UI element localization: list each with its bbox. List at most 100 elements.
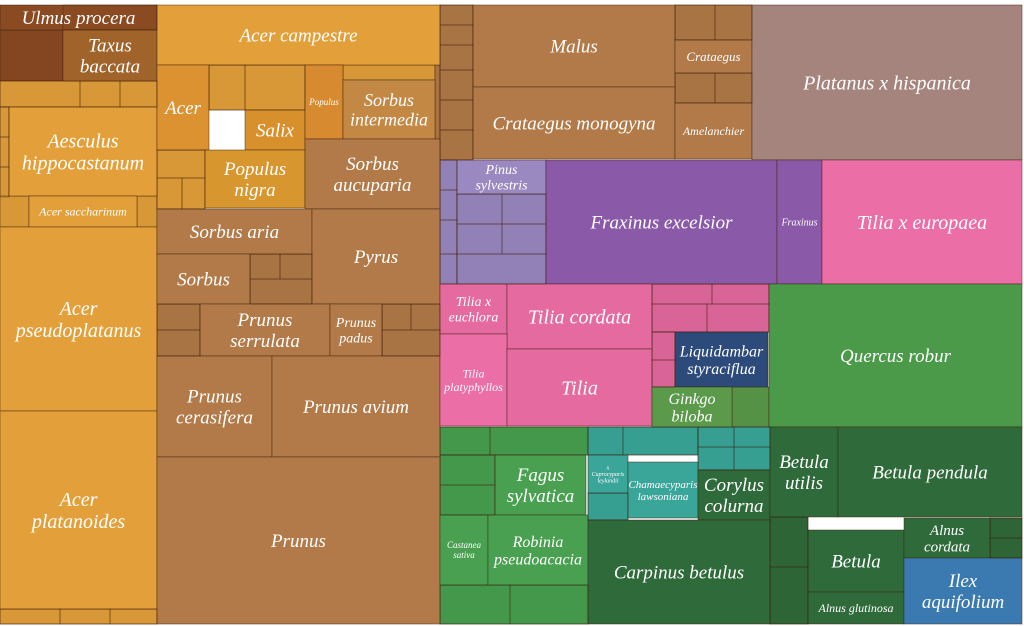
treemap-cell-quercus-robur	[768, 283, 1023, 428]
treemap-label-crataegus-monogyna: Crataegus monogyna	[492, 114, 655, 135]
treemap-label-tilia: Tilia	[561, 378, 598, 400]
treemap-minor-cell	[651, 303, 708, 333]
treemap-label-tilia-x-europaea: Tilia x europaea	[857, 212, 987, 234]
treemap-cell-x-cuprocyparis-leylandii	[587, 454, 629, 494]
treemap-label-robinia-pseudoacacia: Robinia pseudoacacia	[493, 534, 582, 569]
treemap-cell-robinia-pseudoacacia	[487, 514, 589, 586]
treemap-label-platanus-x-hispanica: Platanus x hispanica	[802, 73, 971, 95]
treemap-minor-cell	[0, 80, 81, 108]
treemap-minor-cell	[119, 80, 158, 108]
treemap-minor-cell	[439, 129, 474, 161]
treemap-minor-cell	[244, 64, 306, 111]
treemap-minor-cell	[0, 608, 61, 625]
treemap-label-alnus-cordata: Alnus cordata	[924, 523, 970, 556]
treemap-minor-cell	[587, 492, 629, 521]
treemap-minor-cell	[439, 253, 458, 285]
treemap-minor-cell	[79, 80, 121, 108]
treemap-minor-cell	[651, 283, 713, 305]
treemap-cell-acer-saccharinum	[28, 195, 138, 228]
treemap-minor-cell	[697, 446, 735, 471]
treemap-minor-cell	[714, 72, 753, 104]
treemap-minor-cell	[587, 426, 624, 456]
treemap-minor-cell	[0, 166, 10, 198]
treemap-minor-cell	[0, 106, 10, 138]
treemap-label-betula-utilis: Betula utilis	[779, 452, 829, 494]
treemap-minor-cell	[208, 64, 246, 111]
treemap-region-3	[136, 195, 158, 228]
treemap-region-6	[208, 64, 306, 111]
treemap-cell-betula	[807, 529, 905, 593]
treemap-cell-sorbus-intermedia	[342, 79, 436, 140]
treemap-minor-cell	[109, 608, 158, 625]
treemap-label-aesculus-hippocastanum: Aesculus hippocastanum	[22, 131, 144, 175]
treemap-label-crataegus: Crataegus	[686, 49, 740, 64]
treemap-cell-prunus	[156, 456, 441, 625]
treemap-cell-pinus-sylvestris	[456, 159, 547, 195]
treemap-label-quercus-robur: Quercus robur	[840, 346, 952, 367]
treemap-label-acer-campestre: Acer campestre	[238, 26, 358, 47]
treemap-cell-fraxinus-excelsior	[545, 159, 778, 285]
treemap-label-x-cuprocyparis-leylandii: x Cuprocyparis leylandii	[592, 466, 625, 485]
treemap-cell-corylus-colurna	[697, 469, 771, 521]
treemap-cell-alnus-cordata	[903, 517, 991, 559]
treemap-cell-acer-campestre	[156, 4, 441, 66]
treemap-label-sorbus-aria: Sorbus aria	[190, 222, 279, 243]
treemap-minor-cell	[501, 193, 547, 225]
treemap-label-betula: Betula	[831, 552, 881, 573]
treemap-label-ilex-aquifolium: Ilex aquifolium	[922, 571, 1004, 613]
treemap-cell-crataegus	[674, 39, 753, 74]
treemap-cell-tilia-platyphyllos	[439, 333, 508, 427]
treemap-region-18	[651, 283, 770, 333]
treemap-minor-cell	[62, 4, 158, 31]
treemap-minor-cell	[439, 4, 474, 26]
treemap-label-prunus-avium: Prunus avium	[302, 397, 409, 418]
treemap-label-tilia-cordata: Tilia cordata	[528, 307, 631, 329]
treemap-minor-cell	[674, 4, 716, 41]
treemap-region-4	[0, 195, 30, 228]
treemap-cell-sorbus-aucuparia	[304, 138, 441, 210]
treemap-region-25	[587, 492, 629, 521]
treemap-minor-cell	[156, 149, 206, 179]
treemap-cell-prunus-padus	[329, 303, 383, 357]
treemap-label-taxus-baccata: Taxus baccata	[80, 36, 140, 78]
treemap-cell-ilex-aquifolium	[903, 557, 1023, 625]
treemap-cell-tilia-x-euchlora	[439, 283, 508, 335]
treemap-region-21	[439, 426, 589, 456]
treemap-label-fagus-sylvatica: Fagus sylvatica	[507, 465, 575, 507]
treemap-minor-cell	[381, 329, 441, 357]
treemap-minor-cell	[989, 537, 1023, 559]
treemap-label-pinus-sylvestris: Pinus sylvestris	[475, 163, 528, 193]
treemap-label-acer-platanoides: Acer platanoides	[30, 489, 126, 533]
treemap-label-sorbus: Sorbus	[177, 270, 230, 291]
treemap-cell-prunus-cerasifera	[156, 355, 273, 458]
treemap-label-tilia-x-euchlora: Tilia x euchlora	[449, 295, 499, 325]
treemap-cell-betula-pendula	[837, 426, 1023, 518]
treemap-label-prunus-serrulata: Prunus serrulata	[230, 310, 300, 352]
treemap-label-acer-saccharinum: Acer saccharinum	[38, 205, 127, 219]
treemap-label-liquidambar-styraciflua: Liquidambar styraciflua	[679, 343, 764, 378]
treemap-label-ginkgo-biloba: Ginkgo biloba	[668, 391, 715, 426]
treemap-region-7	[156, 149, 206, 210]
treemap-minor-cell	[156, 303, 201, 331]
treemap-minor-cell	[410, 303, 441, 331]
treemap-cell-carpinus-betulus	[587, 519, 771, 625]
treemap-cell-prunus-serrulata	[199, 303, 331, 357]
treemap-label-carpinus-betulus: Carpinus betulus	[614, 563, 744, 584]
treemap-cell-alnus-glutinosa	[807, 591, 905, 625]
treemap-label-ulmus-procera: Ulmus procera	[22, 8, 136, 29]
treemap-label-tilia-platyphyllos: Tilia platyphyllos	[443, 367, 503, 394]
treemap-minor-cell	[156, 329, 201, 357]
treemap-cell-acer	[156, 64, 210, 151]
treemap-cell-ginkgo-biloba	[651, 386, 733, 428]
treemap-label-acer: Acer	[163, 98, 201, 119]
treemap-cell-tilia-x-europaea	[821, 159, 1023, 285]
treemap-label-sorbus-intermedia: Sorbus intermedia	[350, 90, 428, 130]
treemap-label-malus: Malus	[549, 37, 598, 58]
treemap-minor-cell	[674, 72, 716, 104]
treemap-cell-malus	[472, 4, 676, 88]
treemap-cell-tilia-cordata	[506, 283, 653, 350]
treemap-minor-cell	[279, 253, 313, 280]
treemap-label-sorbus-aucuparia: Sorbus aucuparia	[333, 154, 411, 196]
treemap-label-prunus: Prunus	[270, 531, 326, 552]
treemap-minor-cell	[769, 566, 809, 625]
